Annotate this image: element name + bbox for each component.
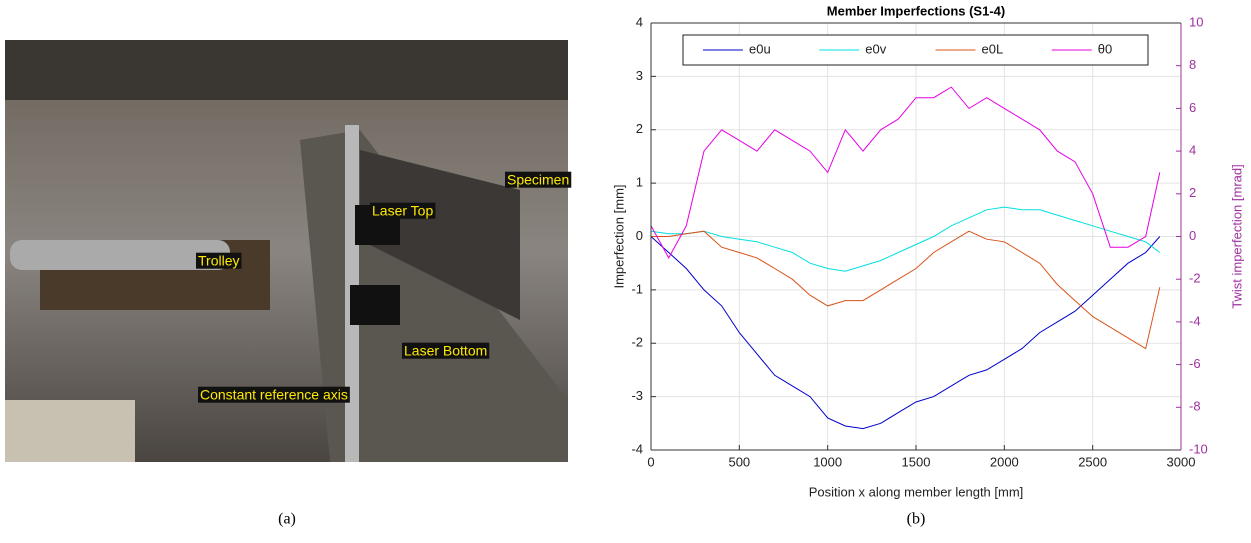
- x-tick-label: 2500: [1078, 454, 1107, 469]
- y2-tick-label: -2: [1189, 271, 1201, 286]
- photo-label: Laser Bottom: [402, 343, 489, 359]
- legend-label: e0v: [865, 41, 886, 56]
- photo-label: Constant reference axis: [198, 387, 350, 403]
- y2-tick-label: 0: [1189, 228, 1196, 243]
- x-axis-label: Position x along member length [mm]: [809, 484, 1024, 499]
- photo-tape: [5, 400, 135, 462]
- y-tick-label: -4: [631, 441, 643, 456]
- y-tick-label: 1: [636, 175, 643, 190]
- photo-label-text: Constant reference axis: [200, 387, 348, 403]
- x-tick-label: 3000: [1167, 454, 1196, 469]
- caption: (a): [278, 511, 296, 528]
- y2-axis-label: Twist imperfection [mrad]: [1229, 164, 1244, 309]
- y2-tick-label: 2: [1189, 185, 1196, 200]
- photo-ceiling: [5, 40, 568, 100]
- y-tick-label: -1: [631, 281, 643, 296]
- photo-label: Laser Top: [370, 203, 435, 219]
- legend-label: e0u: [749, 41, 771, 56]
- photo-label: Specimen: [505, 172, 571, 188]
- page: (a) (b) Specimen Laser Top Trolley Laser Bo…: [0, 0, 1251, 543]
- y-tick-label: -2: [631, 335, 643, 350]
- photo-label-text: Laser Top: [372, 203, 433, 219]
- x-tick-label: 500: [728, 454, 750, 469]
- y2-tick-label: 4: [1189, 143, 1196, 158]
- x-tick-label: 0: [647, 454, 654, 469]
- y-axis-label: Imperfection [mm]: [611, 184, 626, 288]
- photo-label-text: Specimen: [507, 172, 569, 188]
- y2-tick-label: 8: [1189, 57, 1196, 72]
- y2-tick-label: -4: [1189, 313, 1201, 328]
- y2-tick-label: -6: [1189, 356, 1201, 371]
- y-tick-label: 2: [636, 121, 643, 136]
- y-tick-label: 4: [636, 14, 643, 29]
- photo-label-text: Laser Bottom: [404, 343, 487, 359]
- y2-tick-label: -10: [1189, 441, 1208, 456]
- x-tick-label: 1000: [813, 454, 842, 469]
- y-tick-label: 3: [636, 68, 643, 83]
- legend-label: θ0: [1098, 41, 1112, 56]
- photo-laser-bottom: [350, 285, 400, 325]
- y2-tick-label: -8: [1189, 399, 1201, 414]
- chart-title: Member Imperfections (S1-4): [827, 3, 1005, 18]
- x-tick-label: 2000: [990, 454, 1019, 469]
- photo-label: Trolley: [196, 253, 242, 269]
- x-tick-label: 1500: [902, 454, 931, 469]
- y2-tick-label: 10: [1189, 14, 1203, 29]
- y-tick-label: 0: [636, 228, 643, 243]
- legend-label: e0L: [982, 41, 1004, 56]
- caption: (b): [907, 511, 926, 528]
- photo-label-text: Trolley: [198, 253, 240, 269]
- y-tick-label: -3: [631, 388, 643, 403]
- figure: (a) (b) Specimen Laser Top Trolley Laser Bo…: [0, 0, 1251, 538]
- y2-tick-label: 6: [1189, 100, 1196, 115]
